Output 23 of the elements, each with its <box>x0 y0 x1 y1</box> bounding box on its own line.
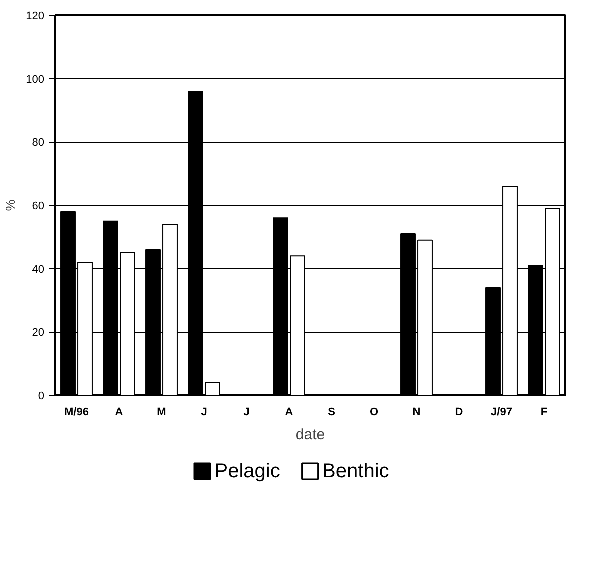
y-tick-label: 40 <box>32 264 45 276</box>
x-tick-label: M/96 <box>64 406 89 418</box>
x-tick-label: A <box>285 406 294 418</box>
legend-label: Benthic <box>322 460 390 482</box>
x-tick-label: J/97 <box>491 406 512 418</box>
legend-label: Pelagic <box>214 460 280 482</box>
x-tick-label: N <box>412 406 421 418</box>
x-tick-label: S <box>328 406 336 418</box>
x-axis-title: date <box>296 426 326 444</box>
y-tick-label: 80 <box>32 137 45 150</box>
y-tick-label: 120 <box>26 10 45 22</box>
x-tick-label: F <box>540 406 548 418</box>
x-tick-label: J <box>201 406 208 418</box>
y-tick-label: 20 <box>32 327 45 340</box>
x-tick-label: M <box>157 406 166 418</box>
x-tick-label: J <box>244 406 250 418</box>
y-tick-label: 0 <box>38 390 45 402</box>
x-tick-label: A <box>115 406 124 418</box>
y-axis-title: % <box>3 199 18 212</box>
y-tick-label: 60 <box>32 200 45 212</box>
y-tick-label: 100 <box>26 74 45 86</box>
x-tick-label: O <box>370 406 379 418</box>
x-tick-label: D <box>455 406 464 418</box>
